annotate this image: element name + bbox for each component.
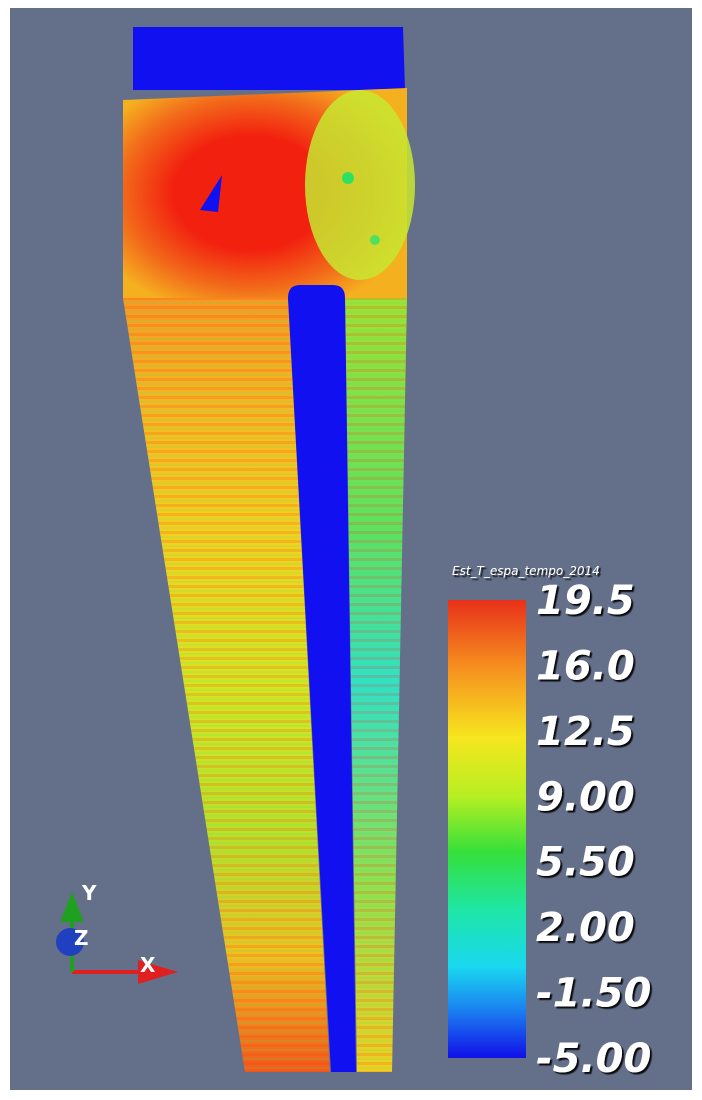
x-label: X [140, 953, 156, 977]
colorbar-tick-label: -5.00 [536, 1036, 651, 1082]
z-label: Z [74, 926, 89, 950]
colorbar-tick-label: 19.5 [536, 578, 635, 624]
right-stripes [345, 298, 407, 1072]
colorbar-tick-label: -1.50 [536, 971, 651, 1017]
spot [342, 172, 354, 184]
left-stripes [123, 298, 330, 1072]
colorbar-tick-label: 2.00 [536, 905, 635, 951]
cool-region [305, 90, 415, 280]
y-arrowhead [60, 892, 84, 922]
y-label: Y [81, 881, 97, 905]
orientation-axes: Y Z X [56, 881, 178, 984]
colorbar-tick-label: 16.0 [536, 643, 635, 689]
colorbar-title: Est_T_espa_tempo_2014 [452, 564, 600, 578]
inner-bar [288, 285, 356, 1072]
notch [200, 175, 222, 212]
colorbar-ticks: 19.5 16.0 12.5 9.00 5.50 2.00 -1.50 -5.00 [536, 578, 651, 1082]
colorbar [448, 600, 526, 1058]
top-block [133, 27, 405, 90]
colorbar-tick-label: 12.5 [536, 709, 635, 755]
colorbar-tick-label: 9.00 [536, 774, 635, 820]
colorbar-tick-label: 5.50 [536, 840, 635, 886]
z-arrowhead [56, 928, 84, 956]
spot [370, 235, 380, 245]
x-arrowhead [138, 960, 178, 984]
